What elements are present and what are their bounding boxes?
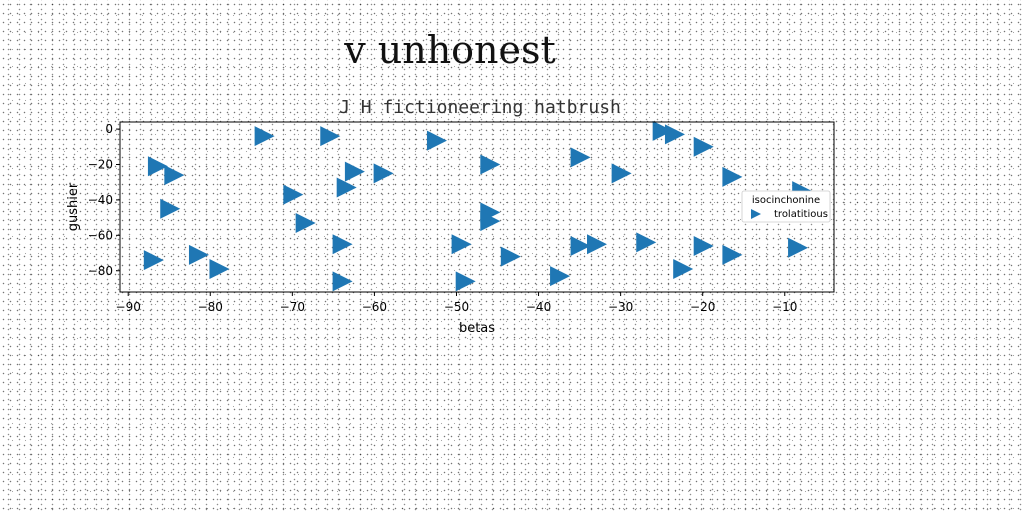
scatter-point xyxy=(587,234,607,255)
scatter-point xyxy=(652,120,673,141)
scatter-point xyxy=(344,161,365,182)
plot-area xyxy=(143,120,813,292)
scatter-point xyxy=(160,198,181,219)
scatter-point xyxy=(332,234,353,255)
x-axis-label: betas xyxy=(459,321,495,336)
x-tick-label: −50 xyxy=(444,300,469,314)
figure-title: v unhonest xyxy=(344,28,556,72)
chart-title: J H fictioneering hatbrush xyxy=(339,97,621,118)
x-tick-label: −80 xyxy=(198,300,223,314)
scatter-point xyxy=(455,271,476,292)
legend-box xyxy=(741,190,831,223)
scatter-point xyxy=(636,232,657,253)
scatter-point xyxy=(570,147,591,168)
x-tick-label: −30 xyxy=(608,300,633,314)
scatter-point xyxy=(283,184,304,205)
scatter-point xyxy=(722,244,743,265)
plot-frame xyxy=(119,121,835,293)
y-tick-label: −40 xyxy=(88,193,113,207)
x-tick-label: −20 xyxy=(690,300,715,314)
legend-marker xyxy=(751,209,761,219)
scatter-point xyxy=(673,258,694,279)
scatter-point xyxy=(664,124,685,145)
scatter-point xyxy=(570,235,591,256)
legend-series-label: trolatitious xyxy=(774,209,828,220)
x-tick-label: −70 xyxy=(280,300,305,314)
scatter-point xyxy=(254,126,275,147)
scatter-point xyxy=(188,244,209,265)
scatter-point xyxy=(611,163,632,184)
scatter-point xyxy=(147,156,168,177)
y-tick-label: 0 xyxy=(105,122,113,136)
axes: −90 −80 −70 −60 −50 −40 −30 −20 −10 0 −20 −40 −60 −80 xyxy=(88,122,798,314)
scatter-point xyxy=(480,211,501,232)
y-tick-label: −80 xyxy=(88,264,113,278)
scatter-point xyxy=(295,212,316,233)
scatter-point xyxy=(451,234,472,255)
scatter-point xyxy=(550,266,571,287)
legend-title: isocinchonine xyxy=(752,195,820,206)
x-tick-label: −60 xyxy=(362,300,387,314)
x-tick-label: −10 xyxy=(772,300,797,314)
y-axis-label: gushier xyxy=(66,182,81,231)
scatter-point xyxy=(480,154,501,175)
scatter-point xyxy=(320,126,341,147)
scatter-point xyxy=(426,130,447,151)
scatter-point xyxy=(209,258,230,279)
scatter-point xyxy=(693,235,714,256)
scatter-point xyxy=(373,163,394,184)
x-tick-label: −40 xyxy=(526,300,551,314)
scatter-point xyxy=(164,165,185,186)
scatter-point xyxy=(722,166,743,187)
scatter-point xyxy=(332,271,353,292)
x-tick-label: −90 xyxy=(116,300,141,314)
scatter-point xyxy=(788,237,809,258)
scatter-point xyxy=(336,177,357,198)
scatter-point xyxy=(500,246,521,267)
y-tick-label: −60 xyxy=(88,228,113,242)
legend: isocinchonine trolatitious xyxy=(741,190,831,223)
scatter-point xyxy=(693,136,714,157)
scatter-point xyxy=(143,250,164,271)
y-tick-label: −20 xyxy=(88,158,113,172)
